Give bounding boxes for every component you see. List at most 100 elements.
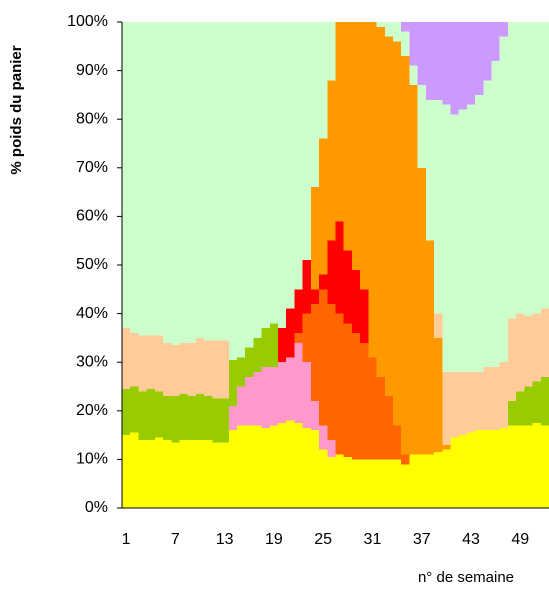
bar-segment bbox=[450, 22, 460, 115]
bar-segment bbox=[368, 22, 378, 358]
bar-segment bbox=[319, 289, 328, 426]
bar-segment bbox=[466, 371, 476, 433]
bar-segment bbox=[434, 99, 443, 314]
bar-segment bbox=[351, 459, 361, 508]
bar-segment bbox=[360, 342, 369, 460]
bar-segment bbox=[401, 22, 411, 32]
bar-segment bbox=[343, 323, 353, 457]
bar-segment bbox=[294, 289, 304, 334]
bar-segment bbox=[154, 391, 164, 438]
bar-segment bbox=[163, 342, 172, 397]
bar-segment bbox=[483, 22, 493, 81]
bar-segment bbox=[154, 437, 164, 508]
bar-segment bbox=[319, 425, 328, 450]
bar-segment bbox=[434, 22, 443, 100]
bar-segment bbox=[245, 425, 254, 508]
bar-segment bbox=[409, 65, 419, 86]
bar-segment bbox=[466, 104, 476, 372]
bar-segment bbox=[442, 22, 452, 105]
y-tick-label: 70% bbox=[76, 159, 108, 176]
bar-segment bbox=[146, 22, 156, 336]
bar-segment bbox=[442, 104, 452, 372]
bar-segment bbox=[302, 313, 312, 363]
bar-segment bbox=[483, 80, 493, 368]
y-tick-label: 20% bbox=[76, 402, 108, 419]
bar-segment bbox=[220, 22, 230, 341]
bar-segment bbox=[269, 323, 279, 368]
bar-segment bbox=[195, 22, 205, 338]
bar-segment bbox=[261, 22, 271, 329]
bar-segment bbox=[376, 459, 386, 508]
bar-segment bbox=[475, 430, 484, 508]
bar-segment bbox=[499, 22, 509, 37]
bar-segment bbox=[228, 359, 238, 406]
bar-segment bbox=[294, 22, 304, 290]
bar-segment bbox=[294, 333, 304, 343]
bar-segment bbox=[310, 401, 320, 431]
bar-segment bbox=[491, 22, 501, 61]
bar-segment bbox=[187, 22, 197, 343]
bar-segment bbox=[179, 439, 189, 508]
y-tick-label: 100% bbox=[67, 13, 108, 30]
y-axis-title: % poids du panier bbox=[8, 45, 25, 174]
bar-segment bbox=[524, 425, 534, 508]
bar-segment bbox=[286, 357, 296, 421]
bar-segment bbox=[417, 454, 427, 508]
y-tick-label: 60% bbox=[76, 208, 108, 225]
bar-segment bbox=[179, 342, 189, 394]
bar-segment bbox=[278, 362, 287, 423]
bar-segment bbox=[392, 22, 402, 42]
bar-segment bbox=[236, 425, 246, 508]
bar-segment bbox=[458, 435, 468, 508]
bar-segment bbox=[154, 22, 164, 336]
bar-segment bbox=[171, 22, 181, 346]
bar-segment bbox=[146, 388, 156, 440]
bar-segment bbox=[401, 454, 411, 465]
bar-segment bbox=[122, 435, 131, 508]
bar-segment bbox=[302, 260, 312, 314]
bar-segment bbox=[253, 337, 263, 372]
bar-segment bbox=[475, 371, 484, 431]
y-tick-label: 10% bbox=[76, 451, 108, 468]
bar-segment bbox=[253, 371, 263, 426]
bar-segment bbox=[540, 376, 549, 426]
bar-segment bbox=[392, 425, 402, 460]
bar-segment bbox=[302, 427, 312, 508]
bar-segment bbox=[425, 240, 435, 455]
bar-segment bbox=[458, 371, 468, 436]
bar-segment bbox=[376, 376, 386, 460]
bar-segment bbox=[146, 335, 156, 389]
bar-segment bbox=[516, 391, 525, 426]
y-tick-label: 0% bbox=[85, 499, 108, 516]
bar-segment bbox=[245, 22, 254, 348]
bar-segment bbox=[524, 316, 534, 387]
bar-segment bbox=[278, 328, 287, 363]
bar-segment bbox=[376, 26, 386, 377]
bar-segment bbox=[384, 36, 394, 397]
bar-segment bbox=[368, 357, 378, 460]
x-tick-label: 25 bbox=[314, 531, 332, 548]
bar-segment bbox=[458, 109, 468, 372]
bar-segment bbox=[491, 60, 501, 368]
bar-segment bbox=[163, 396, 172, 440]
bar-segment bbox=[319, 274, 328, 290]
bar-segment bbox=[302, 362, 312, 428]
bar-segment bbox=[171, 442, 181, 508]
bar-segment bbox=[532, 422, 542, 508]
bar-segment bbox=[310, 289, 320, 304]
bar-segment bbox=[122, 328, 131, 389]
bar-segment bbox=[179, 22, 189, 343]
bar-segment bbox=[343, 456, 353, 508]
bar-segment bbox=[532, 313, 542, 382]
bar-segment bbox=[417, 85, 427, 168]
bar-segment bbox=[179, 393, 189, 440]
x-tick-label: 19 bbox=[265, 531, 283, 548]
bar-segment bbox=[516, 22, 525, 314]
bar-segment bbox=[524, 386, 534, 426]
bar-segment bbox=[253, 425, 263, 508]
bar-segment bbox=[195, 337, 205, 394]
bar-segment bbox=[195, 393, 205, 440]
bar-segment bbox=[310, 430, 320, 508]
bar-segment bbox=[187, 439, 197, 508]
